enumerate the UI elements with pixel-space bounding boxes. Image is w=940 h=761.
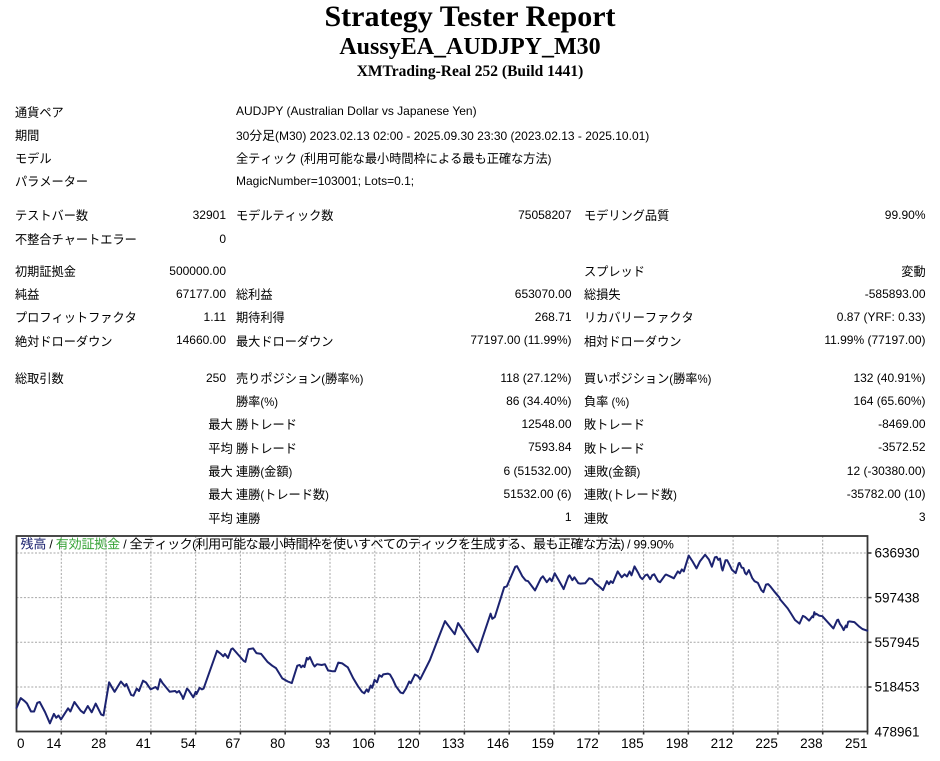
- svg-text:172: 172: [576, 732, 599, 753]
- svg-text:251: 251: [845, 732, 868, 753]
- svg-text:14: 14: [46, 732, 62, 753]
- svg-text:28: 28: [91, 732, 106, 753]
- svg-text:54: 54: [181, 732, 197, 753]
- svg-text:67: 67: [225, 732, 240, 753]
- svg-text:120: 120: [397, 732, 420, 753]
- svg-text:238: 238: [800, 732, 823, 753]
- svg-text:636930: 636930: [875, 542, 920, 563]
- svg-text:146: 146: [487, 732, 510, 753]
- svg-text:478961: 478961: [875, 720, 920, 741]
- svg-text:198: 198: [666, 732, 689, 753]
- svg-text:225: 225: [755, 732, 778, 753]
- svg-text:133: 133: [442, 732, 465, 753]
- svg-text:185: 185: [621, 732, 644, 753]
- svg-text:41: 41: [136, 732, 151, 753]
- svg-text:518453: 518453: [875, 676, 920, 697]
- svg-text:212: 212: [711, 732, 734, 753]
- svg-text:残高 / 有効証拠金 / 全ティック(利用可能な最小時間枠を: 残高 / 有効証拠金 / 全ティック(利用可能な最小時間枠を使いすべてのティック…: [21, 533, 675, 552]
- svg-text:93: 93: [315, 732, 330, 753]
- svg-text:80: 80: [270, 732, 285, 753]
- svg-text:557945: 557945: [875, 631, 920, 652]
- svg-text:0: 0: [17, 732, 25, 753]
- svg-text:597438: 597438: [875, 586, 920, 607]
- svg-text:159: 159: [531, 732, 554, 753]
- svg-text:106: 106: [352, 732, 375, 753]
